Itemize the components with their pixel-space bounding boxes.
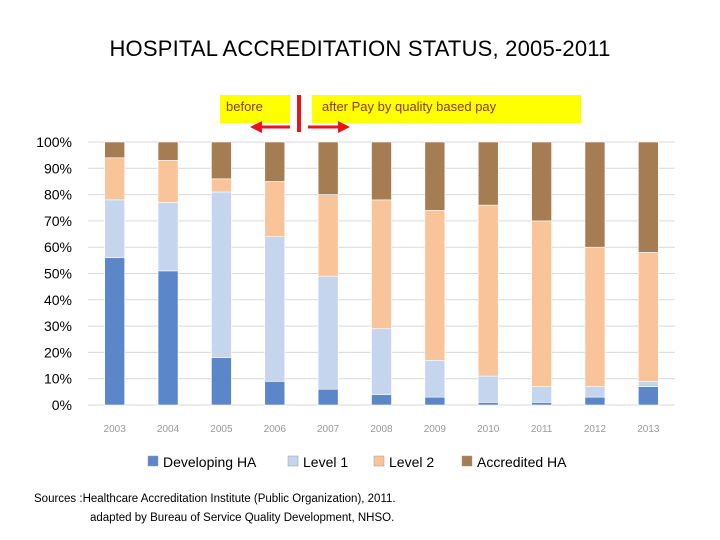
after-label: after Pay by quality based pay	[312, 95, 581, 123]
bar-segment	[477, 141, 499, 206]
bar-segment	[157, 141, 179, 161]
bar-segment	[371, 394, 392, 406]
bar-segment	[371, 199, 392, 330]
bar-segment	[317, 141, 339, 195]
bar-segment	[264, 381, 286, 406]
x-tick-label: 2011	[531, 424, 553, 435]
bar-segment	[424, 359, 446, 398]
bar-segment	[531, 402, 552, 406]
chart-title: HOSPITAL ACCREDITATION STATUS, 2005-2011	[109, 36, 611, 61]
bar-segment	[264, 236, 286, 382]
bar-segment	[477, 204, 499, 377]
bar-segment	[104, 257, 125, 406]
bar-segment	[531, 386, 552, 403]
x-tick-label: 2009	[424, 424, 447, 435]
y-tick-label: 60%	[44, 239, 72, 255]
source-line-2: adapted by Bureau of Service Quality Dev…	[90, 512, 395, 524]
y-tick-label: 100%	[36, 134, 72, 150]
legend-swatch	[287, 455, 299, 467]
bar-segment	[157, 270, 179, 406]
bar-segment	[638, 386, 659, 406]
x-tick-label: 2004	[157, 424, 180, 435]
x-tick-label: 2005	[210, 424, 233, 435]
legend-label: Accredited HA	[477, 454, 567, 470]
bar-segment	[317, 194, 339, 277]
y-tick-label: 40%	[44, 292, 72, 308]
bar-segment	[264, 141, 286, 182]
legend-swatch	[461, 455, 473, 467]
source-line-1: Sources :Healthcare Accreditation Instit…	[34, 493, 396, 505]
bar-segment	[317, 275, 339, 390]
right-arrow-head	[338, 121, 350, 133]
y-tick-label: 80%	[44, 187, 72, 203]
bar-segment	[104, 199, 125, 259]
y-tick-label: 50%	[44, 266, 72, 282]
left-arrow-head	[250, 121, 262, 133]
bar-segment	[638, 252, 659, 382]
y-tick-label: 20%	[44, 344, 72, 360]
x-tick-label: 2007	[317, 424, 340, 435]
bar-segment	[477, 375, 499, 403]
bar-segment	[531, 141, 552, 222]
bar-segment	[104, 157, 125, 201]
bar-segment	[638, 381, 659, 387]
bar-segment	[584, 386, 606, 398]
y-tick-label: 90%	[44, 160, 72, 176]
legend-label: Level 1	[303, 454, 348, 470]
x-tick-label: 2010	[477, 424, 500, 435]
legend-swatch	[373, 455, 385, 467]
bar-segment	[371, 141, 392, 201]
x-tick-label: 2013	[637, 424, 660, 435]
bar-segment	[584, 141, 606, 248]
legend-label: Developing HA	[163, 454, 257, 470]
bar-segment	[424, 396, 446, 406]
bar-segment	[477, 402, 499, 406]
bar-segment	[531, 220, 552, 387]
x-tick-label: 2012	[584, 424, 607, 435]
y-tick-label: 70%	[44, 213, 72, 229]
bar-segment	[371, 328, 392, 395]
bar-segment	[424, 210, 446, 361]
x-tick-label: 2008	[370, 424, 393, 435]
bar-segment	[157, 160, 179, 203]
source-note: Sources :Healthcare Accreditation Instit…	[34, 490, 396, 528]
bar-segment	[638, 141, 659, 253]
bar-segment	[424, 141, 446, 211]
bar-segment	[211, 357, 232, 406]
y-tick-label: 0%	[52, 397, 72, 413]
bar-segment	[584, 396, 606, 406]
x-tick-label: 2003	[104, 424, 127, 435]
before-label: before	[220, 95, 290, 123]
bar-segment	[584, 246, 606, 387]
bar-segment	[317, 388, 339, 406]
bar-segment	[211, 178, 232, 193]
bar-segment	[211, 141, 232, 180]
x-tick-label: 2006	[264, 424, 287, 435]
bar-segment	[157, 202, 179, 272]
bar-segment	[104, 141, 125, 159]
y-tick-label: 30%	[44, 318, 72, 334]
legend-swatch	[147, 455, 159, 467]
legend-label: Level 2	[389, 454, 434, 470]
bar-segment	[211, 191, 232, 358]
bar-segment	[264, 181, 286, 237]
y-tick-label: 10%	[44, 371, 72, 387]
